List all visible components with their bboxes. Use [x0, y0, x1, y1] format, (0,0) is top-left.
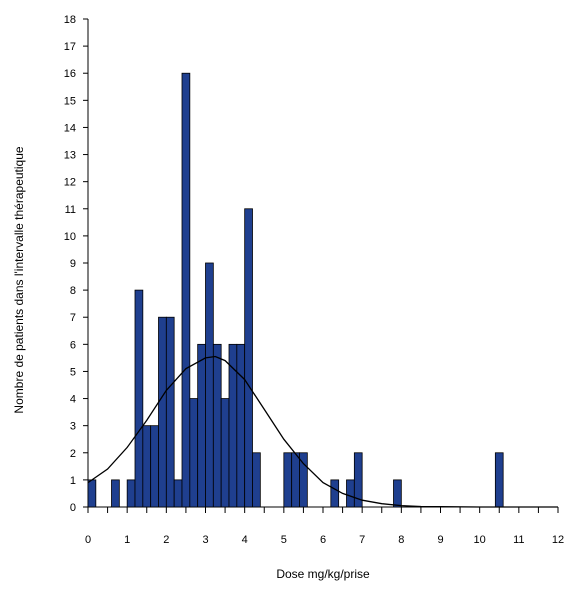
histogram-bar	[111, 479, 120, 508]
x-tick-label: 8	[398, 534, 404, 546]
y-axis-title: Nombre de patients dans l'intervalle thé…	[12, 146, 26, 413]
y-tick-label: 5	[70, 366, 76, 378]
histogram-bar	[220, 398, 230, 508]
x-tick-label: 12	[552, 534, 564, 546]
histogram-bar	[197, 343, 206, 508]
histogram-bar	[189, 398, 199, 508]
y-tick-label: 6	[70, 339, 76, 351]
y-tick-label: 1	[70, 475, 76, 487]
histogram-bar	[181, 72, 191, 508]
histogram-bar	[299, 452, 308, 508]
y-tick-label: 16	[64, 68, 76, 80]
x-tick-label: 3	[202, 534, 208, 546]
x-tick-label: 6	[320, 534, 326, 546]
y-tick-label: 13	[64, 150, 76, 162]
x-tick-label: 2	[163, 534, 169, 546]
x-tick-label: 11	[513, 534, 524, 546]
x-tick-label: 7	[359, 534, 365, 546]
histogram-bar	[252, 452, 261, 508]
x-axis-title: Dose mg/kg/prise	[276, 567, 370, 581]
histogram-bar	[142, 425, 152, 508]
x-axis: 0 1 2 3 4 5 6 7 8 9 10 11 12	[85, 506, 564, 546]
histogram-bar	[346, 479, 355, 508]
histogram-bar	[212, 343, 222, 508]
y-tick-label: 0	[70, 502, 76, 514]
histogram-bar	[283, 452, 293, 508]
x-tick-label: 0	[85, 534, 91, 546]
histogram-bar	[330, 479, 340, 508]
y-tick-label: 17	[64, 41, 76, 53]
histogram-bar	[494, 452, 504, 508]
y-tick-label: 10	[64, 231, 76, 243]
y-tick-label: 3	[70, 421, 76, 433]
y-tick-label: 14	[64, 122, 76, 134]
distribution-curve-group	[87, 355, 558, 508]
y-tick-label: 4	[70, 394, 76, 406]
y-tick-label: 18	[64, 14, 76, 26]
histogram-bar	[205, 262, 214, 508]
bars	[87, 72, 504, 508]
histogram-bar	[236, 343, 246, 508]
histogram-bar	[165, 316, 175, 508]
histogram-bar	[150, 425, 159, 508]
y-tick-label: 7	[70, 312, 76, 324]
histogram-bar	[134, 289, 144, 508]
y-tick-label: 15	[64, 95, 76, 107]
y-tick-label: 8	[70, 285, 76, 297]
y-tick-label: 9	[70, 258, 76, 270]
histogram-bar	[353, 452, 363, 508]
histogram-bar	[158, 316, 167, 508]
x-tick-label: 1	[124, 534, 130, 546]
x-tick-label: 5	[281, 534, 287, 546]
histogram-bar	[291, 452, 300, 508]
x-tick-label: 4	[242, 534, 248, 546]
histogram-bar	[87, 479, 97, 508]
histogram-bar	[393, 479, 402, 508]
y-tick-label: 2	[70, 448, 76, 460]
normal-fit-curve	[87, 355, 558, 508]
x-tick-label: 10	[474, 534, 486, 546]
x-tick-label: 9	[437, 534, 443, 546]
histogram-bar	[244, 208, 253, 508]
y-tick-label: 11	[65, 204, 76, 216]
histogram-bar	[173, 479, 183, 508]
histogram-bar	[126, 479, 136, 508]
y-tick-label: 12	[64, 177, 76, 189]
